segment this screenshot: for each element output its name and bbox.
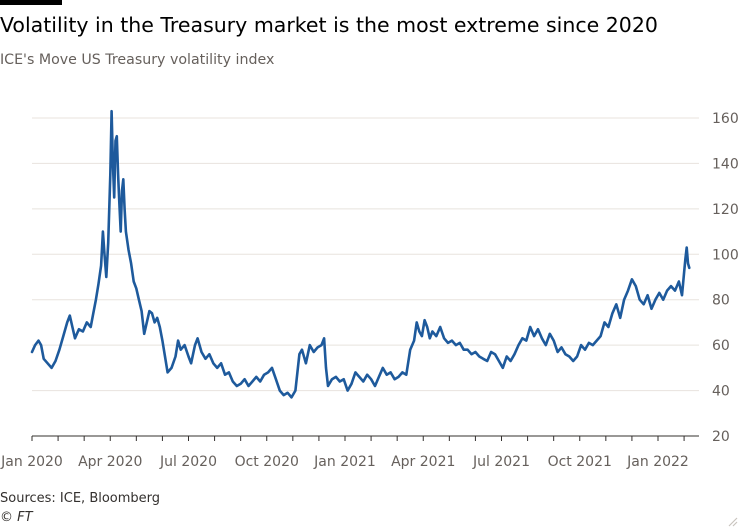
x-tick-label-2: Jul 2020 xyxy=(159,454,217,470)
chart-source: Sources: ICE, Bloomberg xyxy=(0,491,161,506)
y-tick-label-140: 140 xyxy=(712,156,739,172)
x-tick-label-3: Oct 2020 xyxy=(235,454,299,470)
x-axis-labels: Jan 2020 Apr 2020 Jul 2020 Oct 2020 Jan 2021… xyxy=(0,454,689,470)
x-tick-label-0: Jan 2020 xyxy=(0,454,63,470)
x-tick-label-8: Jan 2022 xyxy=(626,454,689,470)
y-tick-label-80: 80 xyxy=(712,293,730,309)
y-tick-label-20: 20 xyxy=(712,429,730,445)
y-tick-label-120: 120 xyxy=(712,202,739,218)
y-tick-label-100: 100 xyxy=(712,247,739,263)
x-tick-label-7: Oct 2021 xyxy=(548,454,612,470)
chart-subtitle: ICE's Move US Treasury volatility index xyxy=(0,52,275,68)
ft-accent-bar xyxy=(0,0,62,5)
x-tick-label-5: Apr 2021 xyxy=(391,454,455,470)
y-tick-label-40: 40 xyxy=(712,384,730,400)
y-gridlines xyxy=(32,117,699,392)
x-tick-label-4: Jan 2021 xyxy=(313,454,376,470)
resize-corner-icon xyxy=(728,517,738,527)
y-axis-labels: 20 40 60 80 100 120 140 160 xyxy=(712,111,739,445)
copyright-notice: © FT xyxy=(0,510,33,525)
y-tick-label-60: 60 xyxy=(712,338,730,354)
x-tick-label-1: Apr 2020 xyxy=(78,454,142,470)
y-tick-label-160: 160 xyxy=(712,111,739,127)
chart-title: Volatility in the Treasury market is the… xyxy=(0,13,658,37)
x-tick-label-6: Jul 2021 xyxy=(472,454,530,470)
x-axis-ticks xyxy=(31,436,685,441)
series-line-0 xyxy=(30,109,691,399)
